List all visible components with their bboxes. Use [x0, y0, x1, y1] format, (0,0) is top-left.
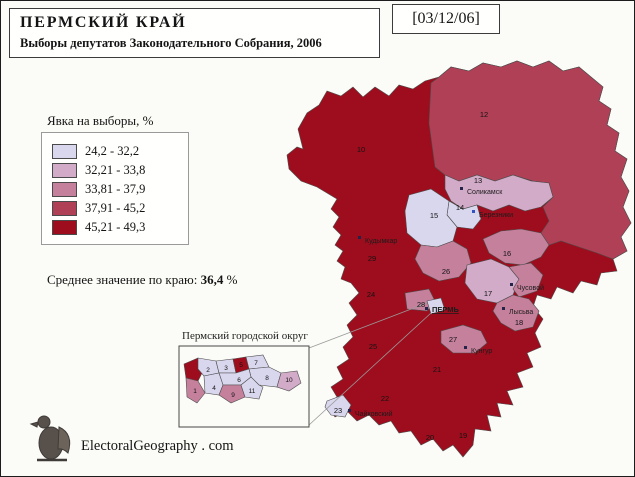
- legend-swatch: [52, 220, 77, 235]
- city-marker: [502, 307, 505, 310]
- city-label: Соликамск: [467, 189, 503, 196]
- city-labels: Соликамск Березники Кудымкар Чусовой Лысьва К…: [348, 187, 544, 418]
- district-number-label: 1: [193, 388, 197, 395]
- legend-class-row: 33,81 - 37,9: [52, 180, 178, 199]
- perm-district-1-shape: [185, 377, 206, 404]
- legend-swatch: [52, 201, 77, 216]
- legend-swatch: [52, 182, 77, 197]
- legend-class-row: 45,21 - 49,3: [52, 218, 178, 237]
- legend-swatch: [52, 163, 77, 178]
- region-number-label: 13: [474, 176, 482, 185]
- region-number-label: 20: [426, 433, 434, 442]
- inset-border: [178, 345, 310, 428]
- region-number-label: 10: [357, 145, 365, 154]
- district-number-label: 7: [254, 360, 258, 367]
- perm-district-10-shape: [276, 370, 302, 392]
- region-number-label: 25: [369, 342, 377, 351]
- inset-district-shapes: [183, 354, 302, 404]
- district-number-label: 3: [224, 365, 228, 372]
- region-26-shape: [414, 240, 472, 282]
- city-label: Кудымкар: [365, 238, 397, 245]
- district-number-label: 4: [212, 385, 216, 392]
- region-18-shape: [492, 294, 540, 332]
- city-label-capital: ПЕРМЬ: [432, 305, 460, 314]
- city-marker: [358, 236, 361, 239]
- legend-box: 24,2 - 32,2 32,21 - 33,8 33,81 - 37,9 37…: [41, 132, 189, 245]
- region-number-label: 29: [368, 254, 376, 263]
- district-number-label: 11: [249, 388, 256, 395]
- page-title: ПЕРМСКИЙ КРАЙ: [20, 14, 187, 31]
- brand-text: ElectoralGeography . com: [81, 438, 234, 454]
- city-label: Лысьва: [509, 309, 533, 316]
- district-number-label: 10: [285, 377, 293, 384]
- inset-title: Пермский городской округ: [182, 330, 308, 342]
- region-number-label: 12: [480, 110, 488, 119]
- region-number-label: 26: [442, 267, 450, 276]
- region-number-label: 15: [430, 211, 438, 220]
- region-number-label: 18: [515, 318, 523, 327]
- city-marker: [510, 283, 513, 286]
- region-number-label: 24: [367, 290, 375, 299]
- city-label: Кунгур: [471, 348, 492, 355]
- region-number-label: 14: [456, 203, 464, 212]
- inset-number-labels: 1 2 3 4 5 6 7 8 9 10 11: [193, 360, 293, 399]
- region-number-label: 17: [484, 289, 492, 298]
- city-marker: [425, 307, 428, 310]
- region-chusovoy-shape: [508, 262, 544, 298]
- city-label: Чусовой: [517, 284, 544, 292]
- city-marker: [460, 187, 463, 190]
- district-number-label: 8: [265, 375, 269, 382]
- district-number-label: 6: [237, 377, 241, 384]
- title-box: ПЕРМСКИЙ КРАЙ Выборы депутатов Законодат…: [9, 8, 380, 58]
- district-number-label: 9: [231, 392, 235, 399]
- page-subtitle: Выборы депутатов Законодательного Собран…: [20, 36, 322, 50]
- legend-title: Явка на выборы, %: [47, 113, 154, 128]
- average-label: Среднее значение по краю:: [47, 272, 198, 287]
- legend-swatch: [52, 144, 77, 159]
- legend-class-row: 32,21 - 33,8: [52, 161, 178, 180]
- average-turnout-line: Среднее значение по краю: 36,4 %: [47, 272, 237, 288]
- legend-class-label: 24,2 - 32,2: [85, 144, 140, 158]
- city-marker: [472, 210, 475, 213]
- region-27-shape: [440, 324, 488, 354]
- perm-district-11-shape: [240, 376, 264, 400]
- district-number-label: 2: [206, 367, 210, 374]
- inset-connector-line: [308, 302, 428, 349]
- region-number-label: 16: [503, 249, 511, 258]
- date-box: [03/12/06]: [392, 4, 500, 34]
- perm-district-9-shape: [218, 384, 246, 404]
- region-number-label: 28: [417, 300, 425, 309]
- city-label: Березники: [479, 212, 513, 219]
- election-date: [03/12/06]: [412, 10, 480, 27]
- region-number-labels: 10 12 13 14 15 16 17 18 19 20 21 22 23 24 25 26 27 28 29: [334, 110, 523, 442]
- city-label: Чайковский: [355, 410, 393, 418]
- city-marker: [348, 409, 351, 412]
- district-number-label: 5: [239, 362, 243, 369]
- average-unit: %: [226, 272, 238, 287]
- region-perm-city-shape: [426, 297, 446, 315]
- legend-class-label: 33,81 - 37,9: [85, 182, 146, 196]
- region-number-label: 23: [334, 406, 342, 415]
- legend-class-label: 45,21 - 49,3: [85, 220, 146, 234]
- region-number-label: 22: [381, 394, 389, 403]
- region-23-shape: [324, 394, 352, 418]
- region-13-shape: [444, 174, 554, 212]
- city-marker: [464, 346, 467, 349]
- region-number-label: 27: [449, 335, 457, 344]
- eagle-logo: [29, 415, 71, 462]
- legend-class-label: 37,91 - 45,2: [85, 201, 146, 215]
- region-16-shape: [482, 228, 550, 266]
- region-number-label: 19: [459, 431, 467, 440]
- inset-connector-line: [308, 312, 432, 426]
- legend-class-row: 37,91 - 45,2: [52, 199, 178, 218]
- legend-class-label: 32,21 - 33,8: [85, 163, 146, 177]
- average-value: 36,4: [200, 272, 224, 287]
- region-number-label: 21: [433, 365, 441, 374]
- legend-class-row: 24,2 - 32,2: [52, 142, 178, 161]
